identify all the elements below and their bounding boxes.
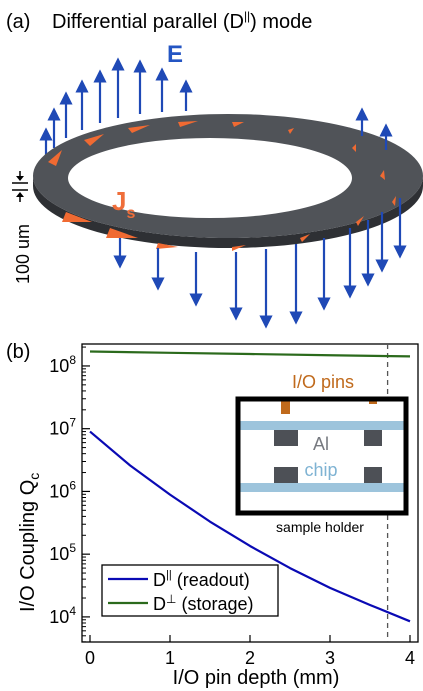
holder-label: sample holder bbox=[276, 519, 364, 535]
legend-readout-sup: || bbox=[166, 569, 172, 581]
al-label: Al bbox=[313, 434, 329, 454]
legend-storage-sup: ⊥ bbox=[166, 592, 176, 606]
legend-box bbox=[101, 564, 279, 617]
legend-label-readout: D|| (readout) bbox=[153, 569, 250, 590]
js-cone bbox=[48, 150, 62, 166]
y-axis-label: I/O Coupling Qc bbox=[17, 473, 42, 612]
x-tick-label: 0 bbox=[85, 648, 95, 668]
js-cone bbox=[178, 121, 198, 127]
thickness-indicator bbox=[12, 171, 28, 202]
js-cone bbox=[300, 234, 310, 242]
y-axis-label-sub: c bbox=[26, 473, 42, 480]
chip-lower bbox=[238, 483, 406, 492]
io-pin bbox=[281, 397, 290, 414]
series-line-storage bbox=[89, 350, 411, 358]
inset-background bbox=[236, 397, 408, 515]
js-cone bbox=[106, 228, 138, 238]
y-tick-label: 107 bbox=[49, 416, 76, 439]
al-block bbox=[274, 467, 298, 483]
pins-label: I/O pins bbox=[292, 372, 354, 392]
panel-b-label: (b) bbox=[6, 341, 30, 363]
chip-label: chip bbox=[304, 460, 337, 480]
y-tick-label: 105 bbox=[49, 541, 76, 564]
js-label-main: J bbox=[112, 186, 126, 216]
x-tick-label: 4 bbox=[405, 648, 415, 668]
legend-readout-main: D bbox=[153, 570, 166, 590]
panel-a-title: Differential parallel (D||) mode bbox=[52, 9, 312, 33]
js-cone bbox=[356, 216, 364, 226]
x-tick-label: 2 bbox=[245, 648, 255, 668]
js-cone bbox=[232, 122, 244, 127]
js-cone bbox=[62, 212, 92, 222]
e-field-arrows-front bbox=[113, 107, 407, 329]
js-cone bbox=[156, 243, 178, 249]
panel-a-title-sup: || bbox=[244, 9, 250, 23]
panel-b: (b) I/O Coupling Qc I/O pin depth (mm) 0… bbox=[6, 341, 419, 689]
holder-frame bbox=[235, 396, 409, 516]
panel-a-title-end: ) mode bbox=[250, 11, 312, 33]
y-tick-label: 104 bbox=[49, 604, 76, 627]
legend: D|| (readout) D⊥ (storage) bbox=[101, 564, 279, 617]
legend-storage-rest: (storage) bbox=[176, 594, 253, 614]
inset-sample-holder: I/O pins Al chip sample holder bbox=[235, 372, 409, 535]
al-block bbox=[364, 467, 382, 483]
js-cone bbox=[288, 128, 294, 134]
x-tick-label: 1 bbox=[165, 648, 175, 668]
js-cone bbox=[232, 245, 246, 251]
y-axis-label-main: I/O Coupling Q bbox=[17, 480, 39, 612]
al-block bbox=[364, 430, 382, 446]
y-tick-label: 106 bbox=[49, 478, 76, 501]
panel-a: (a) Differential parallel (D||) mode E bbox=[6, 9, 423, 329]
js-label-sub: s bbox=[126, 205, 135, 222]
x-axis-label: I/O pin depth (mm) bbox=[173, 667, 340, 689]
js-label: Js bbox=[112, 186, 135, 222]
legend-storage-main: D bbox=[153, 594, 166, 614]
x-tick-label: 3 bbox=[325, 648, 335, 668]
panel-a-title-main: Differential parallel (D bbox=[52, 11, 244, 33]
e-field-label: E bbox=[167, 41, 183, 68]
js-cone bbox=[128, 125, 150, 133]
chip-upper bbox=[238, 421, 406, 430]
series-line-readout bbox=[89, 430, 411, 623]
js-cone bbox=[352, 144, 356, 152]
al-block bbox=[274, 430, 298, 446]
surface-current-arrows bbox=[48, 121, 396, 251]
js-cone bbox=[380, 170, 385, 180]
panel-a-label: (a) bbox=[6, 11, 30, 33]
ring-resonator bbox=[33, 114, 423, 248]
legend-readout-rest: (readout) bbox=[172, 570, 250, 590]
js-cone bbox=[392, 196, 396, 206]
y-tick-label: 108 bbox=[49, 353, 76, 376]
js-cone bbox=[84, 134, 104, 146]
legend-label-storage: D⊥ (storage) bbox=[153, 592, 253, 614]
thickness-label: 100 um bbox=[13, 224, 33, 284]
